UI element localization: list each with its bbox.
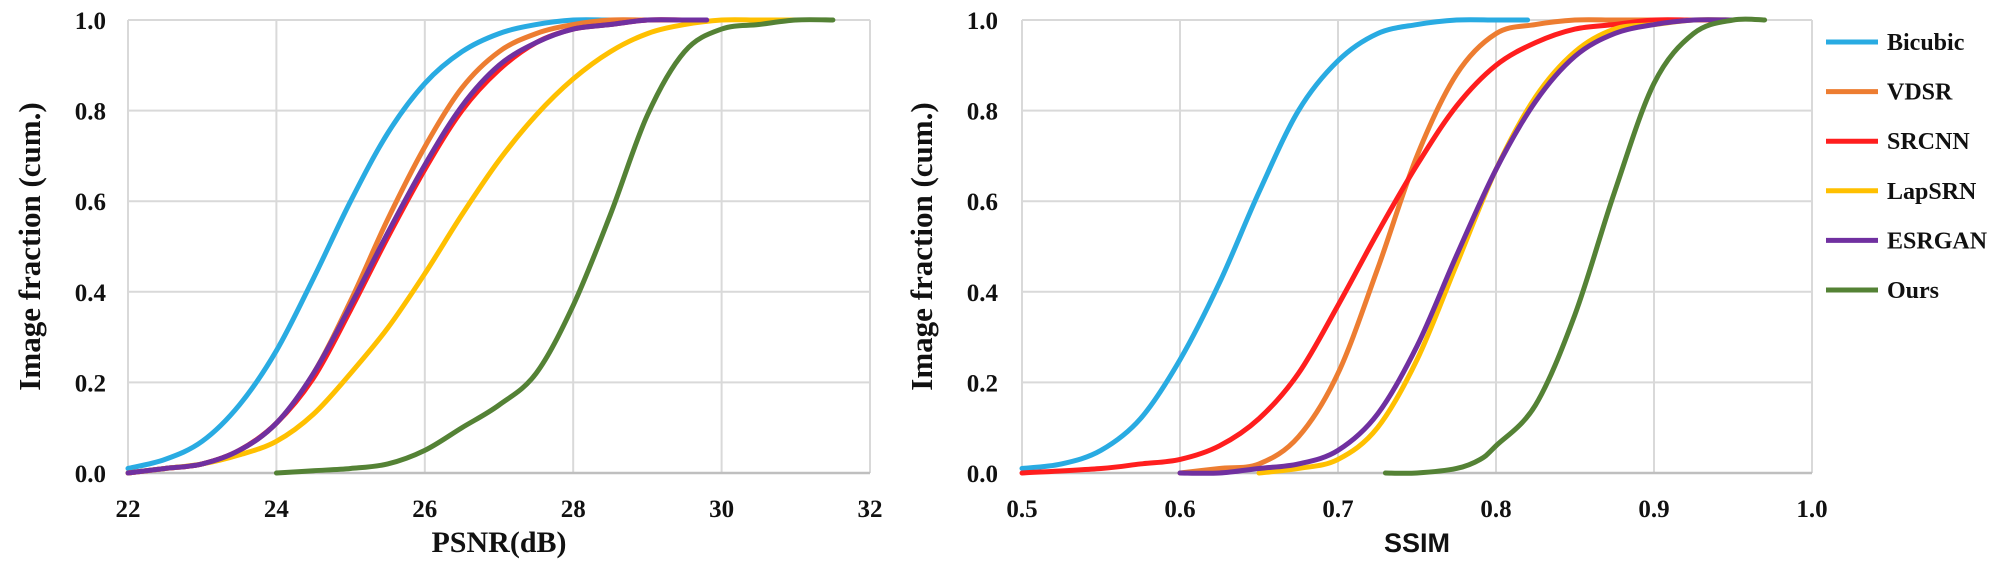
ssim-series-esrgan-line bbox=[1177, 17, 1736, 476]
psnr-x-tick-label: 32 bbox=[858, 496, 883, 523]
legend-label-vdsr: VDSR bbox=[1887, 80, 1953, 106]
psnr-y-tick-label: 1.0 bbox=[75, 8, 106, 35]
psnr-x-tick-label: 30 bbox=[709, 496, 734, 523]
ssim-y-tick-label: 0.6 bbox=[967, 189, 998, 216]
psnr-y-tick-label: 0.2 bbox=[75, 370, 106, 397]
ssim-x-axis-label: SSIM bbox=[1384, 528, 1450, 558]
ssim-y-tick-label: 0.0 bbox=[967, 461, 998, 488]
ssim-x-tick-label: 1.0 bbox=[1796, 496, 1827, 523]
ssim-x-tick-label: 0.7 bbox=[1322, 496, 1353, 523]
psnr-series-vdsr-line bbox=[125, 17, 687, 476]
ssim-x-tick-label: 0.6 bbox=[1164, 496, 1195, 523]
legend-label-srcnn: SRCNN bbox=[1887, 129, 1970, 155]
psnr-series-lapsrn-line bbox=[125, 17, 799, 476]
ssim-x-tick-label: 0.8 bbox=[1480, 496, 1511, 523]
legend-label-ours: Ours bbox=[1887, 278, 1939, 304]
legend-label-lapsrn: LapSRN bbox=[1887, 179, 1977, 205]
ssim-series-ours-line bbox=[1382, 16, 1768, 476]
chart-legend: Bicubic VDSR SRCNN LapSRN ESRGAN Ours bbox=[1826, 30, 1988, 304]
ssim-chart: 0.5 0.6 0.7 0.8 0.9 1.0 0.0 0.2 0.4 0.6 0.8 1.0 SSIM… bbox=[904, 8, 1828, 558]
psnr-x-axis-label: PSNR(dB) bbox=[431, 526, 566, 559]
psnr-y-tick-label: 0.8 bbox=[75, 99, 106, 126]
legend-label-esrgan: ESRGAN bbox=[1887, 228, 1988, 254]
ssim-x-tick-label: 0.5 bbox=[1006, 496, 1037, 523]
ssim-x-tick-label: 0.9 bbox=[1638, 496, 1669, 523]
psnr-chart: 22 24 26 28 30 32 0.0 0.2 0.4 0.6 0.8 1.0 PSNR(dB) Im… bbox=[12, 8, 883, 559]
ssim-series-bicubic-line bbox=[1019, 17, 1531, 471]
psnr-series-bicubic-line bbox=[125, 17, 650, 471]
psnr-x-tick-label: 26 bbox=[412, 496, 437, 523]
legend-label-bicubic: Bicubic bbox=[1887, 30, 1965, 56]
psnr-x-tick-label: 28 bbox=[561, 496, 586, 523]
ssim-series-vdsr-line bbox=[1177, 17, 1657, 476]
psnr-series-ours-line bbox=[273, 17, 836, 476]
psnr-series-srcnn-line bbox=[125, 17, 687, 476]
psnr-y-axis-label: Image fraction (cum.) bbox=[12, 102, 47, 390]
psnr-x-tick-label: 22 bbox=[116, 496, 141, 523]
psnr-y-tick-label: 0.6 bbox=[75, 189, 106, 216]
ssim-y-tick-label: 0.4 bbox=[967, 280, 999, 307]
psnr-y-tick-label: 0.0 bbox=[75, 461, 106, 488]
psnr-y-tick-label: 0.4 bbox=[75, 280, 107, 307]
ssim-y-axis-label: Image fraction (cum.) bbox=[904, 102, 939, 390]
ssim-y-tick-label: 1.0 bbox=[967, 8, 998, 35]
ssim-y-tick-label: 0.8 bbox=[967, 99, 998, 126]
ssim-series-srcnn-line bbox=[1019, 17, 1736, 476]
psnr-x-tick-label: 24 bbox=[264, 496, 290, 523]
psnr-series-esrgan-line bbox=[125, 17, 710, 476]
ssim-y-tick-label: 0.2 bbox=[967, 370, 998, 397]
